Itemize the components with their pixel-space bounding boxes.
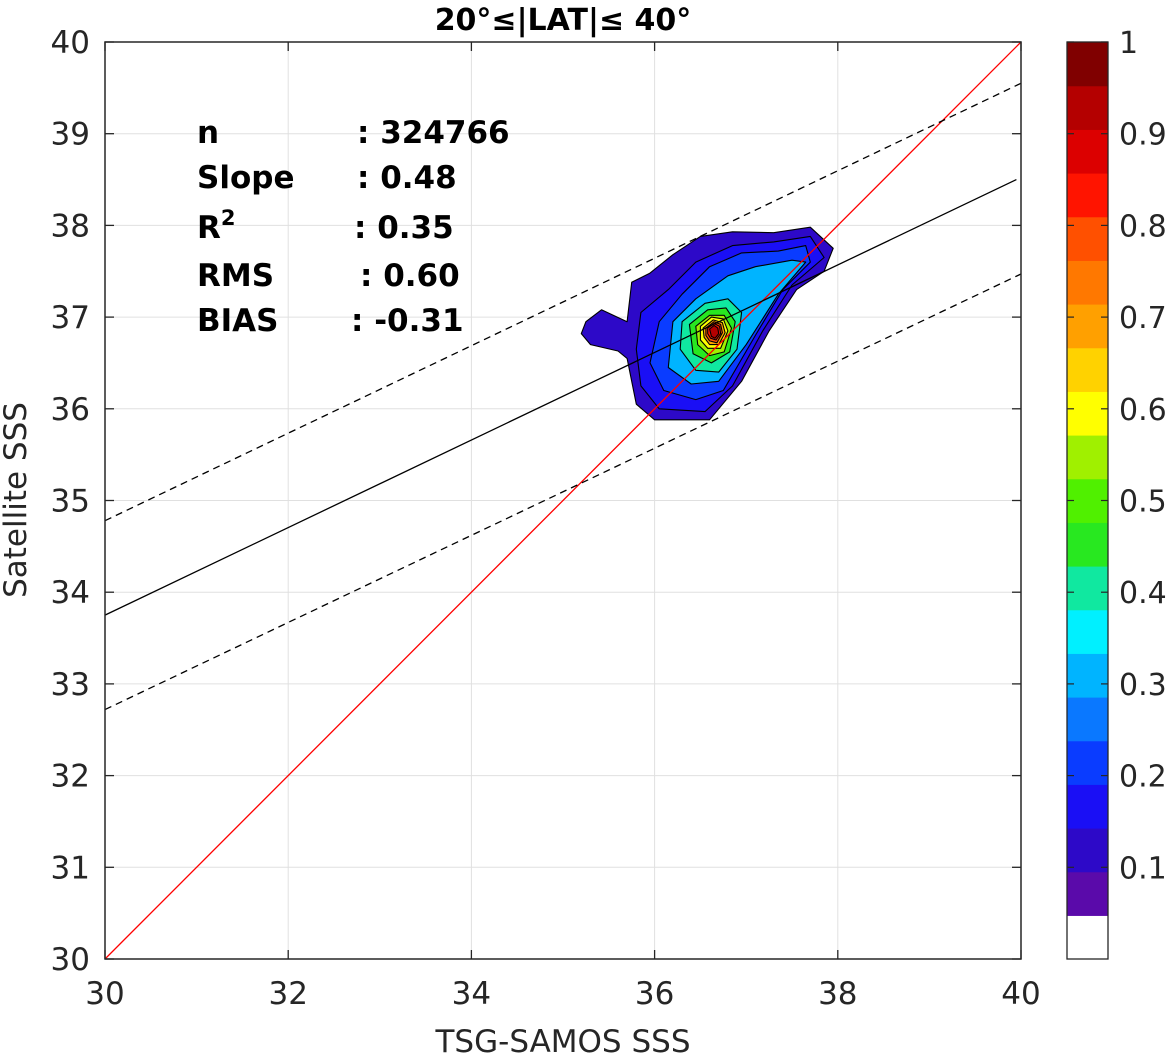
stat-value: : 324766 <box>357 115 510 151</box>
axis-ticks: 30 32 34 36 38 40 30 31 32 33 34 35 36 37 38 39 40 <box>51 25 1041 1012</box>
y-tick-label: 30 <box>51 942 90 978</box>
stat-label: Slope <box>197 160 294 196</box>
y-tick-label: 31 <box>51 850 90 886</box>
stat-label: n <box>197 115 219 151</box>
y-axis-label: Satellite SSS <box>0 402 34 598</box>
stat-label-text: Slope <box>197 160 294 196</box>
colorbar-segment <box>1067 609 1108 654</box>
stat-label: BIAS <box>197 303 278 339</box>
x-tick-label: 30 <box>85 976 124 1012</box>
stat-label: R2 <box>197 206 236 246</box>
colorbar-segment <box>1067 435 1108 480</box>
density-contours <box>580 226 834 421</box>
y-tick-label: 34 <box>51 575 90 611</box>
colorbar-segment <box>1067 304 1108 349</box>
colorbar-segment <box>1067 740 1108 785</box>
one-to-one-line <box>104 41 1022 960</box>
statistics-block: n : 324766 Slope : 0.48 R2 : 0.35 RMS : 0.60 BIA… <box>197 115 510 339</box>
colorbar-segment <box>1067 653 1108 698</box>
contour-level <box>709 324 720 339</box>
x-axis-label: TSG-SAMOS SSS <box>435 1024 691 1055</box>
stat-label-text: RMS <box>197 258 274 294</box>
colorbar-tick-label: 0.5 <box>1119 485 1167 520</box>
y-tick-label: 32 <box>51 759 90 795</box>
lower-bound-line <box>104 273 1022 711</box>
colorbar-tick-label: 0.6 <box>1119 393 1167 428</box>
x-tick-label: 32 <box>268 976 307 1012</box>
colorbar-segment <box>1067 173 1108 218</box>
colorbar-segment <box>1067 260 1108 305</box>
y-tick-label: 39 <box>51 117 90 153</box>
stat-value: : 0.60 <box>360 258 460 294</box>
y-tick-label: 33 <box>51 667 90 703</box>
stat-label-text: R <box>197 210 221 246</box>
colorbar-segment <box>1067 784 1108 829</box>
stat-label: RMS <box>197 258 274 294</box>
y-tick-label: 40 <box>51 25 90 61</box>
colorbar: 0.1 0.2 0.3 0.4 0.5 0.6 0.7 0.8 0.9 1 <box>1066 26 1167 960</box>
colorbar-segment <box>1067 347 1108 392</box>
colorbar-tick-label: 0.4 <box>1119 576 1167 611</box>
x-tick-label: 36 <box>635 976 674 1012</box>
stat-value: : 0.35 <box>354 210 454 246</box>
y-tick-label: 36 <box>51 392 90 428</box>
colorbar-tick-label: 0.1 <box>1119 851 1167 886</box>
fit-lines <box>104 41 1022 960</box>
colorbar-segment <box>1067 915 1108 960</box>
stat-value: : -0.31 <box>351 303 464 339</box>
stat-value: : 0.48 <box>357 160 457 196</box>
y-tick-label: 37 <box>51 300 90 336</box>
colorbar-segment <box>1067 85 1108 130</box>
colorbar-segment <box>1067 129 1108 174</box>
y-tick-label: 35 <box>51 484 90 520</box>
colorbar-segment <box>1067 216 1108 261</box>
colorbar-tick-label: 0.2 <box>1119 760 1167 795</box>
stat-label-text: BIAS <box>197 303 278 339</box>
colorbar-tick-label: 0.7 <box>1119 301 1167 336</box>
colorbar-segment <box>1067 391 1108 436</box>
colorbar-tick-label: 1 <box>1119 26 1138 61</box>
x-tick-label: 34 <box>452 976 491 1012</box>
stat-label-text: n <box>197 115 219 151</box>
regression-line <box>104 178 1017 616</box>
chart-title: 20°≤|LAT|≤ 40° <box>435 3 692 38</box>
x-tick-label: 40 <box>1001 976 1040 1012</box>
colorbar-segment <box>1067 871 1108 916</box>
colorbar-segment <box>1067 828 1108 873</box>
upper-bound-line <box>104 82 1022 522</box>
colorbar-segment <box>1067 566 1108 611</box>
colorbar-segment <box>1067 697 1108 742</box>
stat-label-superscript: 2 <box>221 206 236 230</box>
y-tick-label: 38 <box>51 208 90 244</box>
x-tick-label: 38 <box>818 976 857 1012</box>
colorbar-tick-label: 0.9 <box>1119 118 1167 153</box>
colorbar-tick-label: 0.3 <box>1119 668 1167 703</box>
colorbar-segment <box>1067 522 1108 567</box>
colorbar-segment <box>1067 42 1108 87</box>
colorbar-tick-label: 0.8 <box>1119 209 1167 244</box>
